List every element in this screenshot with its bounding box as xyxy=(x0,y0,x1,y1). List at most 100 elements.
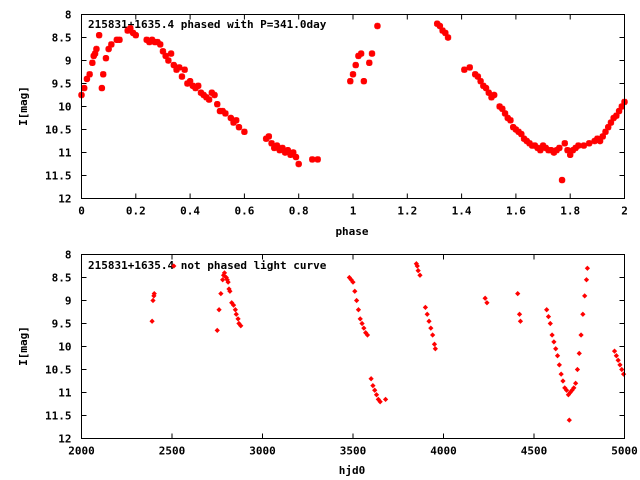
unphased-data-point xyxy=(516,311,523,317)
phased-data-point xyxy=(501,110,509,117)
phased-data-point xyxy=(471,71,479,78)
unphased-data-point xyxy=(430,332,436,338)
unphased-x-tick-label: 5000 xyxy=(611,445,638,458)
phased-data-point xyxy=(195,82,202,89)
unphased-data-point xyxy=(216,307,222,313)
phased-data-point xyxy=(575,142,582,149)
unphased-data-point xyxy=(151,293,157,299)
phased-data-point xyxy=(439,27,446,34)
phased-data-point xyxy=(512,126,520,133)
phased-data-point xyxy=(357,50,365,57)
unphased-y-tick-label: 11 xyxy=(58,387,72,400)
unphased-data-point xyxy=(353,297,360,304)
phased-y-tick-label: 10.5 xyxy=(45,124,72,137)
phased-data-point xyxy=(618,103,625,110)
phased-data-point xyxy=(81,84,88,92)
phased-data-point xyxy=(292,153,300,161)
unphased-data-point xyxy=(232,307,238,313)
phased-data-point xyxy=(268,140,275,147)
unphased-data-point xyxy=(227,288,233,294)
unphased-data-point xyxy=(221,270,228,276)
phased-data-point xyxy=(509,124,517,131)
phased-data-point xyxy=(314,156,321,163)
unphased-data-point xyxy=(426,318,432,324)
phased-data-point xyxy=(477,78,484,85)
phased-data-point xyxy=(241,128,248,135)
unphased-data-point xyxy=(424,311,430,317)
unphased-data-point xyxy=(553,346,559,352)
unphased-data-point xyxy=(563,387,570,393)
phased-data-point xyxy=(569,147,577,154)
phased-data-point xyxy=(436,22,444,30)
phased-data-point xyxy=(173,66,180,73)
unphased-data-point xyxy=(149,318,155,324)
phased-data-point xyxy=(176,64,183,71)
phased-x-tick-label: 0.4 xyxy=(180,205,200,218)
unphased-data-point xyxy=(617,362,623,368)
phased-x-tick-label: 1.2 xyxy=(397,205,417,218)
unphased-data-point xyxy=(547,320,553,327)
phased-data-point xyxy=(208,89,216,96)
phased-data-point xyxy=(347,78,354,85)
phased-data-point xyxy=(262,135,270,142)
unphased-data-point xyxy=(544,307,550,313)
unphased-x-tick-label: 2500 xyxy=(159,445,186,458)
phased-data-point xyxy=(233,117,240,124)
phased-data-point xyxy=(230,119,237,126)
unphased-data-point xyxy=(233,311,239,317)
phased-data-point xyxy=(474,73,482,80)
unphased-data-point xyxy=(556,362,562,368)
unphased-data-point xyxy=(554,353,561,359)
phased-data-point xyxy=(553,147,560,154)
phased-data-point xyxy=(178,73,186,80)
unphased-data-point xyxy=(482,295,488,301)
phased-data-point xyxy=(89,59,96,66)
unphased-data-point xyxy=(218,290,224,297)
phased-data-point xyxy=(480,82,487,89)
phased-data-point xyxy=(186,78,194,85)
phased-data-point xyxy=(129,29,137,37)
unphased-y-tick-label: 9 xyxy=(65,295,72,308)
phased-y-tick-label: 11.5 xyxy=(45,170,72,183)
phased-x-tick-label: 1.8 xyxy=(560,205,580,218)
unphased-data-point xyxy=(364,332,371,338)
phased-data-point xyxy=(295,160,302,168)
phased-data-point xyxy=(586,140,593,147)
unphased-data-point xyxy=(484,300,490,306)
unphased-data-point xyxy=(551,339,557,345)
unphased-data-point xyxy=(372,387,378,393)
phased-data-point xyxy=(102,55,110,62)
phased-data-point xyxy=(143,36,150,43)
phased-data-point xyxy=(366,59,373,66)
phased-data-point xyxy=(219,107,226,115)
phased-data-point xyxy=(558,176,566,184)
phased-data-point xyxy=(181,66,188,73)
phased-data-point xyxy=(273,142,281,149)
phased-data-point xyxy=(222,110,229,117)
unphased-x-axis-label: hjd0 xyxy=(339,464,366,477)
phased-data-point xyxy=(567,151,574,158)
phased-y-tick-label: 9 xyxy=(65,55,72,68)
phased-x-ticks: 0 0.2 0.4 0.6 0.8 1 1.2 1.4 1.6 1.8 2 xyxy=(78,14,628,218)
phased-data-point xyxy=(165,57,172,64)
phased-data-point xyxy=(442,29,449,37)
unphased-data-point xyxy=(613,353,619,359)
phased-data-point xyxy=(594,135,601,142)
unphased-data-point xyxy=(573,380,579,386)
phased-y-tick-label: 10 xyxy=(58,101,71,114)
phased-x-axis-label: phase xyxy=(335,225,368,238)
phased-data-point xyxy=(499,105,506,112)
phased-chart: 215831+1635.4 phased with P=341.0day 0 0.… xyxy=(17,9,628,239)
unphased-data-point xyxy=(417,272,423,278)
phased-data-point xyxy=(507,117,514,124)
phased-data-points xyxy=(78,20,628,184)
unphased-data-point xyxy=(566,417,572,423)
phased-data-point xyxy=(167,50,175,57)
phased-data-point xyxy=(309,156,316,163)
phased-x-tick-label: 0.8 xyxy=(289,205,309,218)
unphased-x-tick-label: 3500 xyxy=(340,445,367,458)
phased-data-point xyxy=(561,140,568,147)
phased-data-point xyxy=(550,149,558,156)
unphased-data-point xyxy=(619,366,625,373)
unphased-x-tick-label: 4500 xyxy=(521,445,548,458)
